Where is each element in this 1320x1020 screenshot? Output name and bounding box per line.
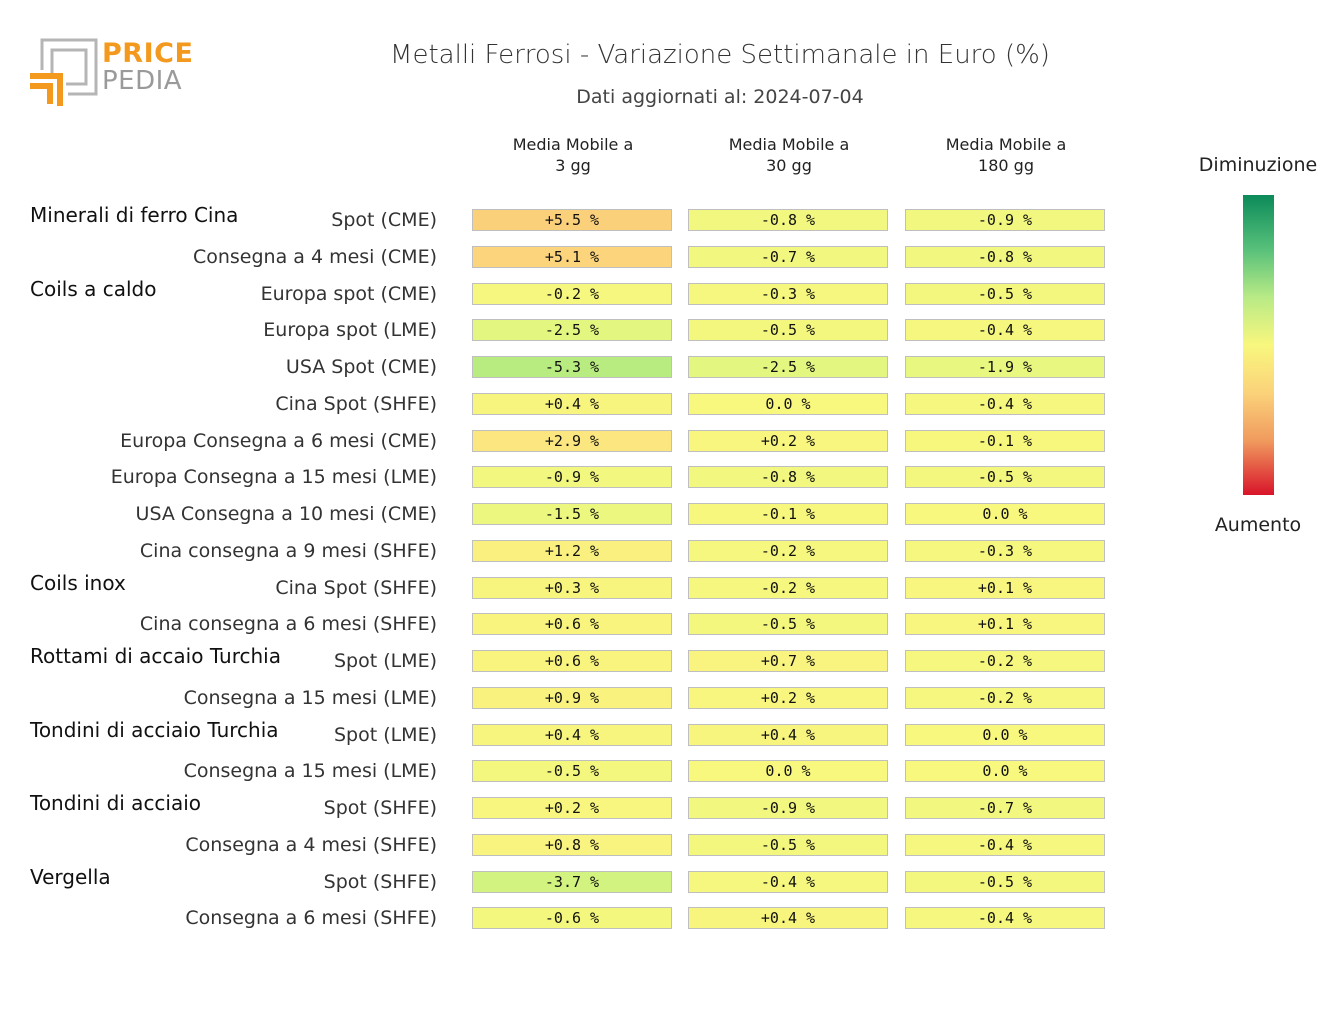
heatmap-cell: 0.0 % xyxy=(905,503,1105,525)
row-label: Cina consegna a 6 mesi (SHFE) xyxy=(139,613,437,636)
column-header: Media Mobile a 30 gg xyxy=(728,135,850,175)
heatmap-cell: -0.5 % xyxy=(905,466,1105,489)
heatmap-cell: +0.1 % xyxy=(905,576,1105,599)
heatmap-cell: -0.9 % xyxy=(905,209,1105,231)
heatmap-cell: -0.2 % xyxy=(688,576,888,599)
group-label: Tondini di acciaio xyxy=(30,791,202,815)
heatmap-cell: -1.9 % xyxy=(905,356,1105,378)
heatmap-cell: +1.2 % xyxy=(472,539,672,562)
heatmap-cell: -0.4 % xyxy=(905,319,1105,342)
heatmap-cell: 0.0 % xyxy=(905,723,1105,746)
group-label: Minerali di ferro Cina xyxy=(30,203,239,227)
heatmap-cell: -0.1 % xyxy=(905,429,1105,452)
heatmap-cell: -0.6 % xyxy=(472,907,672,930)
logo-text-pedia: PEDIA xyxy=(102,66,183,96)
row-label: Consegna a 15 mesi (LME) xyxy=(183,760,437,783)
heatmap-cell: +0.1 % xyxy=(905,613,1105,636)
heatmap-cell: -2.5 % xyxy=(688,356,888,378)
heatmap-cell: -0.5 % xyxy=(688,613,888,636)
heatmap-cell: -0.5 % xyxy=(688,833,888,856)
heatmap-cell: -0.9 % xyxy=(688,797,888,819)
heatmap-cell: -0.7 % xyxy=(688,245,888,268)
heatmap-cell: -0.4 % xyxy=(905,392,1105,415)
heatmap-cell: 0.0 % xyxy=(688,760,888,783)
row-label: Cina Spot (SHFE) xyxy=(275,392,437,415)
heatmap-cell: 0.0 % xyxy=(688,392,888,415)
heatmap-cell: -0.2 % xyxy=(688,539,888,562)
heatmap-cell: 0.0 % xyxy=(905,760,1105,783)
heatmap-cell: -0.1 % xyxy=(688,503,888,525)
pricepedia-logo: PRICE PEDIA xyxy=(28,36,193,112)
row-label: USA Spot (CME) xyxy=(285,356,437,378)
heatmap-cell: +0.7 % xyxy=(688,650,888,672)
heatmap-cell: -0.4 % xyxy=(905,907,1105,930)
heatmap-cell: +0.6 % xyxy=(472,650,672,672)
heatmap-cell: -3.7 % xyxy=(472,870,672,893)
heatmap-cell: +0.6 % xyxy=(472,613,672,636)
heatmap-cell: +5.5 % xyxy=(472,209,672,231)
row-label: Spot (SHFE) xyxy=(323,870,437,893)
group-label: Coils a caldo xyxy=(30,276,157,301)
row-label: Europa spot (CME) xyxy=(260,282,437,305)
legend-bottom-label: Aumento xyxy=(1214,514,1302,536)
heatmap-cell: -0.3 % xyxy=(688,282,888,305)
row-label: Cina Spot (SHFE) xyxy=(275,576,437,599)
row-label: Consegna a 6 mesi (SHFE) xyxy=(185,907,437,930)
group-label: Coils inox xyxy=(30,570,126,595)
row-label: Consegna a 4 mesi (SHFE) xyxy=(185,833,437,856)
heatmap-cell: -2.5 % xyxy=(472,319,672,342)
row-label: Spot (CME) xyxy=(331,209,437,231)
row-label: USA Consegna a 10 mesi (CME) xyxy=(135,503,437,525)
heatmap-cell: -0.2 % xyxy=(905,686,1105,709)
row-label: Europa spot (LME) xyxy=(263,319,437,342)
heatmap-cell: -0.8 % xyxy=(688,209,888,231)
group-label: Rottami di accaio Turchia xyxy=(30,644,281,668)
group-label: Vergella xyxy=(30,864,111,889)
chart-subtitle: Dati aggiornati al: 2024-07-04 xyxy=(576,86,864,108)
heatmap-cell: -0.4 % xyxy=(905,833,1105,856)
heatmap-cell: +0.4 % xyxy=(472,723,672,746)
heatmap-cell: -1.5 % xyxy=(472,503,672,525)
heatmap-cell: +0.9 % xyxy=(472,686,672,709)
color-scale-bar xyxy=(1243,195,1274,495)
heatmap-cell: +0.2 % xyxy=(472,797,672,819)
heatmap-cell: -0.9 % xyxy=(472,466,672,489)
logo-text-price: PRICE xyxy=(102,38,194,69)
heatmap-cell: +0.2 % xyxy=(688,429,888,452)
heatmap-cell: +0.4 % xyxy=(688,723,888,746)
heatmap-cell: -0.5 % xyxy=(688,319,888,342)
row-label: Spot (SHFE) xyxy=(323,797,437,819)
heatmap-cell: +5.1 % xyxy=(472,245,672,268)
heatmap-cell: +0.2 % xyxy=(688,686,888,709)
heatmap-cell: -0.3 % xyxy=(905,539,1105,562)
heatmap-cell: +0.8 % xyxy=(472,833,672,856)
row-label: Cina consegna a 9 mesi (SHFE) xyxy=(139,539,437,562)
column-header: Media Mobile a 180 gg xyxy=(945,135,1067,175)
heatmap-cell: -0.7 % xyxy=(905,797,1105,819)
row-label: Europa Consegna a 6 mesi (CME) xyxy=(120,429,437,452)
heatmap-cell: +0.3 % xyxy=(472,576,672,599)
heatmap-cell: -0.8 % xyxy=(688,466,888,489)
heatmap-cell: +2.9 % xyxy=(472,429,672,452)
row-label: Consegna a 4 mesi (CME) xyxy=(192,245,437,268)
row-label: Spot (LME) xyxy=(333,650,437,672)
heatmap-cell: +0.4 % xyxy=(472,392,672,415)
chart-title: Metalli Ferrosi - Variazione Settimanale… xyxy=(390,40,1050,70)
legend-top-label: Diminuzione xyxy=(1198,154,1318,176)
heatmap-cell: -0.2 % xyxy=(472,282,672,305)
heatmap-cell: -0.4 % xyxy=(688,870,888,893)
logo-mark-icon xyxy=(30,38,98,106)
row-label: Spot (LME) xyxy=(333,723,437,746)
row-label: Europa Consegna a 15 mesi (LME) xyxy=(110,466,437,489)
heatmap-cell: -5.3 % xyxy=(472,356,672,378)
heatmap-cell: -0.2 % xyxy=(905,650,1105,672)
group-label: Tondini di acciaio Turchia xyxy=(30,717,279,742)
heatmap-cell: -0.8 % xyxy=(905,245,1105,268)
heatmap-cell: -0.5 % xyxy=(905,870,1105,893)
row-label: Consegna a 15 mesi (LME) xyxy=(183,686,437,709)
heatmap-cell: -0.5 % xyxy=(472,760,672,783)
heatmap-cell: -0.5 % xyxy=(905,282,1105,305)
heatmap-cell: +0.4 % xyxy=(688,907,888,930)
column-header: Media Mobile a 3 gg xyxy=(512,135,634,175)
